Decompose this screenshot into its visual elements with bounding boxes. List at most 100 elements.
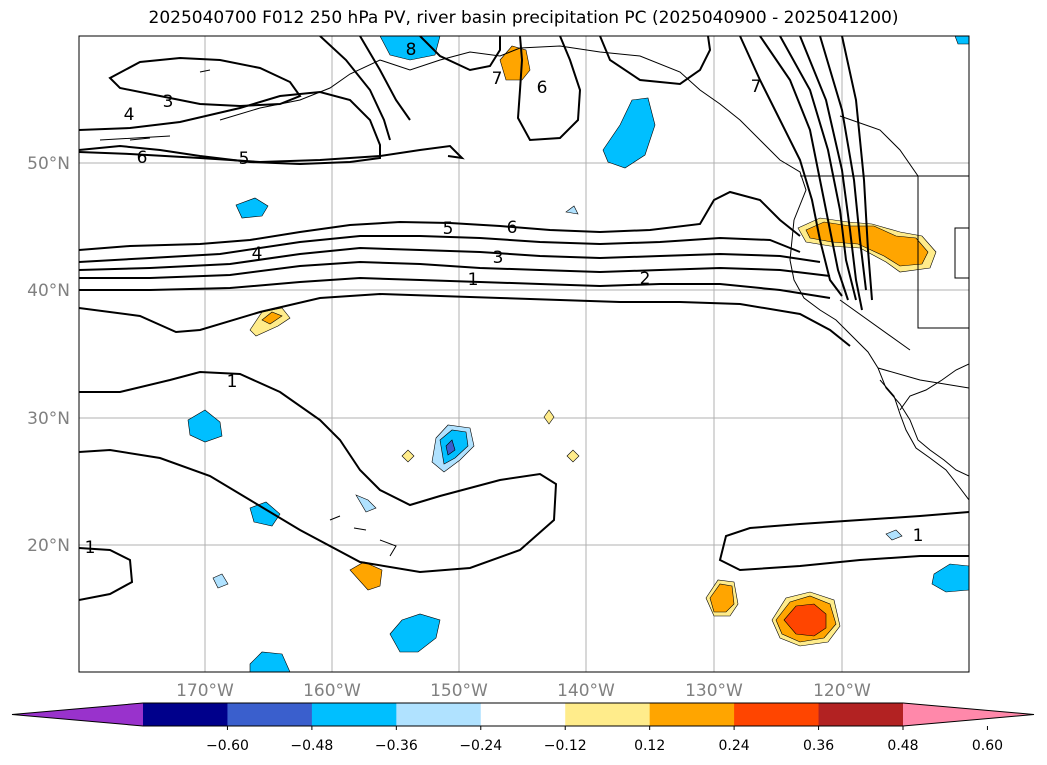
contour-label: 6 [507,218,518,238]
contour-label: 7 [751,77,762,97]
colorbar-swatch [396,703,482,726]
colorbar-swatch [480,703,566,726]
pv-contour [79,260,831,279]
contour-label: 3 [493,248,504,268]
contour-label: 1 [227,372,238,392]
lat-label-20n: 20°N [27,536,70,556]
pv-contour [79,190,801,251]
contour-label: 6 [137,148,148,168]
lon-label-150w: 150°W [430,681,488,701]
precip-blob-neg [885,529,903,541]
contour-label: 5 [443,219,454,239]
colorbar-tick-label: −0.48 [290,738,333,754]
colorbar-extend-high [903,703,1034,726]
precip-blob-neg [602,97,656,169]
colorbar-tick-label: 0.12 [634,738,665,754]
precip-blob-neg [187,409,223,443]
border-canada [839,115,919,177]
lon-label-160w: 160°W [303,681,361,701]
precip-blob-pos [709,583,735,613]
colorbar-swatch [649,703,735,726]
contour-label: 3 [163,92,174,112]
colorbar-tick-label: −0.24 [459,738,502,754]
colorbar-tick-label: 0.60 [972,738,1003,754]
colorbar-swatch [143,703,228,726]
precip-blob-pos [261,311,283,325]
precip-blob-neg [445,439,456,456]
pv-contour [79,90,381,166]
contour-label: 7 [492,69,503,89]
colorbar-tick-label: −0.60 [206,738,249,754]
contour-label: 6 [537,78,548,98]
longitude-labels: 170°W 160°W 150°W 140°W 130°W 120°W [176,681,871,701]
contour-label: 4 [252,244,263,264]
precip-blob-neg [954,36,969,45]
pv-contour [319,36,391,141]
coastline-west-us [789,219,969,477]
pv-contour [359,36,411,121]
contour-label: 1 [468,270,479,290]
latitude-labels: 50°N 40°N 30°N 20°N [27,154,70,556]
contour-label: 5 [239,149,250,169]
precip-blob-pos [543,409,555,425]
colorbar-extend-low [12,703,143,726]
pv-contour [79,370,558,574]
coastlines [99,45,969,557]
pv-contour [779,36,857,301]
pv-contours [79,36,969,601]
pv-contour [841,36,873,301]
map-title: 2025040700 F012 250 hPa PV, river basin … [148,8,899,28]
contour-label: 1 [85,538,96,558]
colorbar-tick-label: −0.36 [375,738,418,754]
pv-contour [108,56,302,108]
colorbar-outline [11,702,1035,727]
precip-blob-pos [783,603,827,637]
contour-label: 1 [913,526,924,546]
colorbar: −0.60 −0.48 −0.36 −0.24 −0.12 0.12 0.24 0.36 0.4… [11,702,1035,754]
precip-blob-neg [212,573,229,589]
colorbar-swatch [734,703,820,726]
lon-label-170w: 170°W [176,681,234,701]
lat-label-40n: 40°N [27,281,70,301]
colorbar-swatch [227,703,313,726]
precip-blob-neg [235,197,269,219]
pv-contour [739,36,843,297]
pv-contour [79,246,821,271]
contour-label: 4 [124,105,135,125]
precip-blob-neg [249,651,291,672]
pv-contour [819,36,867,291]
lat-label-50n: 50°N [27,154,70,174]
precip-blob-neg [931,563,969,593]
colorbar-swatch [565,703,651,726]
lon-label-130w: 130°W [685,681,743,701]
lon-label-140w: 140°W [557,681,615,701]
coastline-islands [99,69,397,557]
precip-blob-pos [566,449,580,463]
colorbar-tick-label: 0.36 [803,738,834,754]
border-states [839,176,969,351]
map-border [78,35,970,673]
map-area [79,36,969,672]
pv-contour [79,144,465,164]
contour-label: 8 [406,40,417,60]
pv-contour [79,235,801,263]
graticule [79,36,969,672]
contour-label: 2 [640,269,651,289]
pv-contour [79,547,134,601]
colorbar-tick-label: 0.48 [887,738,918,754]
colorbar-swatch [311,703,397,726]
precip-blob-pos [401,449,415,463]
coastline-alaska [219,45,807,221]
colorbar-tick-label: −0.12 [544,738,587,754]
pv-contour [799,36,863,311]
lon-label-120w: 120°W [813,681,871,701]
contour-labels: 1 1 1 1 2 3 3 4 4 5 5 6 6 6 7 7 8 [85,40,924,558]
lat-label-30n: 30°N [27,409,70,429]
colorbar-swatch [818,703,904,726]
precip-blob-neg [565,205,579,215]
pv-contour [79,292,851,347]
coastline-baja [879,379,969,501]
pv-contour [718,511,969,572]
coastline-mainland-mexico [899,363,969,411]
